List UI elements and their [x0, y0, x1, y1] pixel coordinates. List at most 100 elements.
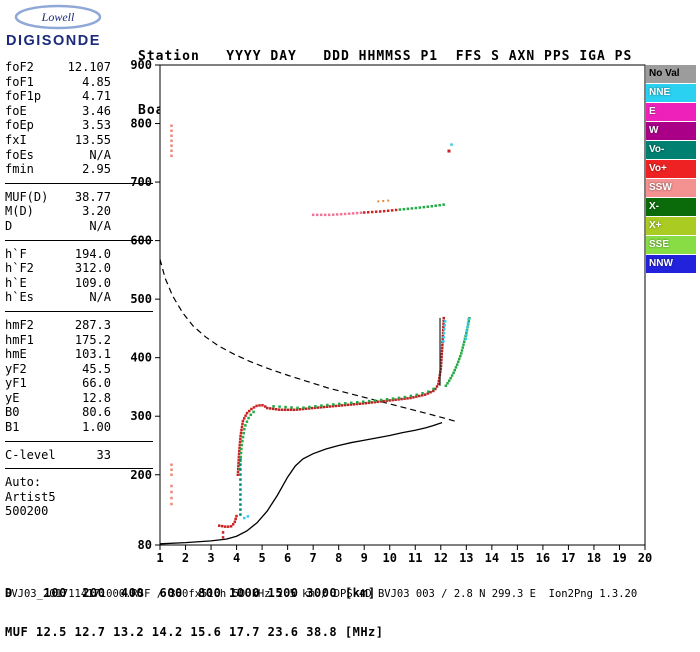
x-tick-label: 7 [310, 551, 317, 565]
parameter-value: 4.71 [82, 89, 111, 104]
legend-item: SSE [646, 236, 696, 254]
x-tick-label: 14 [485, 551, 499, 565]
parameter-row: foEs N/A [5, 148, 111, 163]
parameter-value: N/A [89, 290, 111, 305]
panel-separator [5, 182, 153, 184]
fmin-red-marks [221, 531, 225, 539]
legend-item: SSW [646, 179, 696, 197]
muf-transmission-curve [159, 259, 457, 423]
panel-separator [5, 239, 153, 241]
panel-separator [5, 310, 153, 312]
logo-swoosh [14, 4, 102, 30]
parameter-row: yF2 45.5 [5, 362, 111, 377]
parameter-row: B0 80.6 [5, 405, 111, 420]
parameter-label: yE [5, 390, 20, 405]
f-plateau-red [265, 316, 446, 412]
second-hop-green [398, 203, 445, 211]
y-tick-label: 80 [138, 538, 152, 552]
parameter-row: hmF1 175.2 [5, 333, 111, 348]
legend-item: NNE [646, 84, 696, 102]
legend-item: No Val [646, 65, 696, 83]
parameter-label: C-level [5, 447, 56, 462]
f-plateau-green [272, 387, 435, 410]
plot-frame [159, 64, 646, 546]
parameter-label: Auto: [5, 475, 42, 490]
parameter-value: N/A [89, 218, 111, 233]
parameter-value: 175.2 [74, 332, 111, 347]
parameter-row: yE 12.8 [5, 391, 111, 406]
parameter-row: h`Es N/A [5, 290, 111, 305]
parameter-row: B1 1.00 [5, 420, 111, 435]
x-rise-cyan-a [442, 320, 447, 343]
parameter-row: M(D) 3.20 [5, 204, 111, 219]
parameter-row: foF1p 4.71 [5, 89, 111, 104]
e-cyan-dots [242, 515, 250, 520]
parameter-value: 2.95 [82, 162, 111, 177]
d-row: D 100 200 400 600 800 1000 1500 3000 [km… [5, 586, 376, 600]
parameter-row: h`F 194.0 [5, 247, 111, 262]
y-tick-label: 700 [130, 175, 152, 189]
parameter-label: foEs [5, 147, 34, 162]
parameter-row: foEp 3.53 [5, 118, 111, 133]
parameter-value: 3.53 [82, 118, 111, 133]
d-muf-table: D 100 200 400 600 800 1000 1500 3000 [km… [5, 561, 384, 652]
x-tick-label: 18 [587, 551, 601, 565]
true-height-profile [159, 422, 443, 545]
y-axis-ticks: 900 800 700 600 500 400 300 200 80 [130, 58, 160, 552]
parameter-value: 3.20 [82, 204, 111, 219]
interference-mid [170, 463, 173, 477]
f-trace-rise-red [236, 404, 267, 477]
file-info-line: BVJ03_2017114171000.RSF / 380fx51Ch 50 k… [5, 588, 638, 600]
x-tick-label: 2 [182, 551, 189, 565]
parameter-label: B1 [5, 420, 20, 435]
y-tick-label: 200 [130, 468, 152, 482]
parameter-label: hmE [5, 347, 27, 362]
parameter-row: fxI 13.55 [5, 133, 111, 148]
parameter-value: 287.3 [74, 317, 111, 332]
parameter-row: fmin 2.95 [5, 162, 111, 177]
valley-teal-column [239, 458, 242, 516]
spread-cyan-dot [450, 143, 453, 146]
x-rise-cyan-b [464, 317, 470, 341]
parameter-label: 500200 [5, 504, 49, 519]
legend-item: X+ [646, 217, 696, 235]
parameter-value: 3.46 [82, 103, 111, 118]
second-hop-pink [311, 211, 363, 217]
parameter-label: fxI [5, 132, 27, 147]
parameter-label: yF2 [5, 361, 27, 376]
parameter-row: foF2 12.107 [5, 60, 111, 75]
legend-item: Vo+ [646, 160, 696, 178]
parameter-label: h`Es [5, 290, 34, 305]
parameter-label: foEp [5, 118, 34, 133]
x-tick-label: 19 [612, 551, 626, 565]
parameter-row: Auto: [5, 475, 111, 490]
x-tick-label: 8 [335, 551, 342, 565]
station-header-row1: Station YYYY DAY DDD HHMMSS P1 FFS S AXN… [138, 49, 633, 64]
lowell-digisonde-logo: Lowell DIGISONDE [6, 4, 102, 49]
parameter-row: yF1 66.0 [5, 376, 111, 391]
parameter-label: B0 [5, 405, 20, 420]
y-tick-label: 600 [130, 234, 152, 248]
parameter-value: N/A [89, 147, 111, 162]
legend-item: W [646, 122, 696, 140]
parameter-value: 66.0 [82, 376, 111, 391]
y-tick-label: 800 [130, 117, 152, 131]
logo-digisonde-text: DIGISONDE [6, 33, 101, 49]
x-tick-label: 15 [510, 551, 524, 565]
parameter-label: foF2 [5, 60, 34, 74]
parameter-value: 109.0 [74, 275, 111, 290]
parameter-label: D [5, 218, 13, 233]
color-legend: No Val NNE E W Vo- Vo+ SSW X- X+ SSE NNW [646, 65, 696, 274]
interference-low [170, 484, 173, 506]
parameter-row: h`E 109.0 [5, 276, 111, 291]
y-tick-label: 400 [130, 351, 152, 365]
parameter-label: hmF2 [5, 317, 34, 332]
parameter-row: h`F2 312.0 [5, 261, 111, 276]
x-tick-label: 5 [258, 551, 265, 565]
x-tick-label: 11 [408, 551, 422, 565]
parameter-value: 103.1 [74, 347, 111, 362]
parameter-value: 1.00 [82, 420, 111, 435]
parameter-row: Artist5 [5, 490, 111, 505]
parameter-value: 194.0 [74, 246, 111, 261]
